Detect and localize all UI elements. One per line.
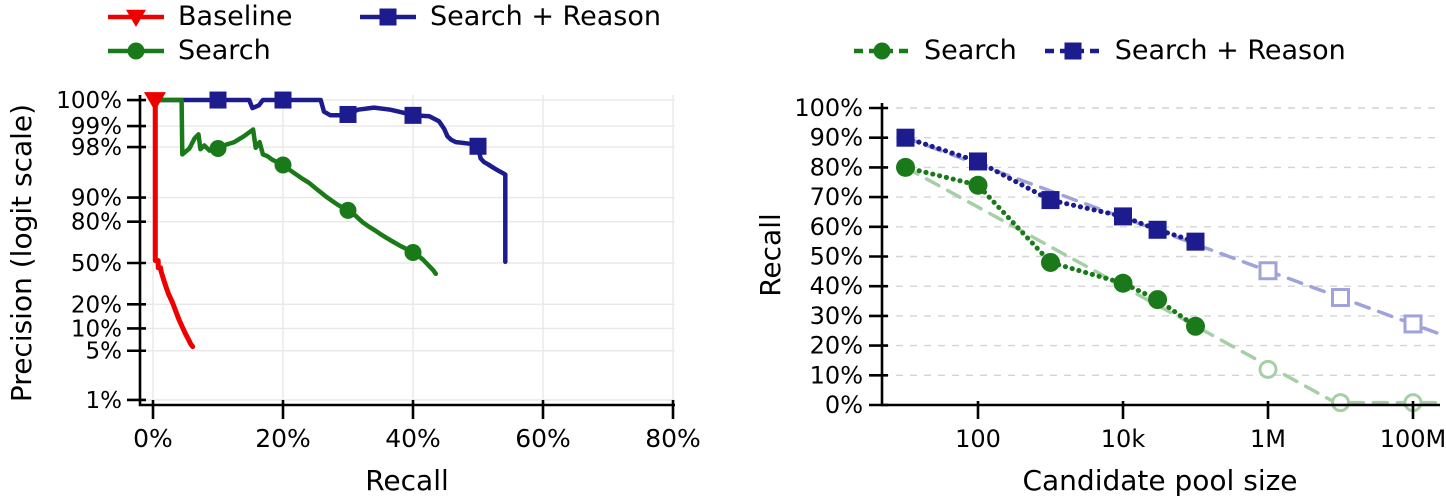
legend-item: Search + Reason (1043, 36, 1346, 66)
tick-label: 90% (71, 186, 122, 212)
tick-label: 90% (810, 124, 863, 152)
recall-ylabel: Recall (754, 213, 787, 297)
data-point-marker (896, 128, 915, 147)
data-point-marker (1148, 220, 1167, 239)
tick-label: 60% (515, 424, 571, 453)
series-line (903, 135, 1443, 337)
tick-label: 10% (71, 316, 122, 342)
data-point-marker (339, 105, 357, 123)
data-point-marker (969, 152, 987, 171)
data-point-marker (404, 244, 422, 262)
tick-label: 100 (955, 425, 1001, 453)
tick-label: 100M (1380, 425, 1446, 453)
data-point-marker (209, 140, 227, 158)
series-line (903, 135, 1198, 245)
data-point-marker (469, 137, 487, 155)
tick-label: 1M (1250, 425, 1286, 453)
data-point-marker (404, 106, 422, 124)
series-line (152, 97, 439, 277)
legend-row: Search (106, 36, 661, 66)
data-point-marker (127, 42, 145, 60)
data-point-marker (968, 175, 988, 195)
series-line (152, 97, 196, 350)
tick-label: 10% (810, 361, 863, 389)
tick-label: 40% (810, 272, 863, 300)
pr-ylabel: Precision (logit scale) (5, 103, 38, 403)
series-line (152, 97, 508, 265)
circle-legend-marker-icon (108, 42, 164, 60)
data-point-marker (209, 91, 227, 109)
data-point-marker (126, 9, 146, 28)
data-point-marker (896, 157, 915, 177)
tick-label: 1% (86, 388, 123, 414)
data-point-marker (1041, 252, 1060, 272)
tick-label: 50% (810, 243, 863, 271)
tick-label: 20% (810, 332, 863, 360)
axis-line (880, 103, 1440, 407)
pr-legend: Baseline Search + Reason Search (106, 2, 661, 66)
tick-label: 30% (810, 302, 863, 330)
circle-legend-marker-icon (854, 42, 910, 60)
data-point-marker (339, 201, 357, 219)
data-point-marker (1258, 261, 1278, 281)
triangle-down-legend-marker-icon (108, 9, 164, 28)
data-point-marker (1258, 359, 1278, 379)
legend-label: Search (178, 35, 271, 66)
data-point-marker (1064, 42, 1082, 60)
data-point-marker (1403, 314, 1423, 334)
recall-legend: Search Search + Reason (852, 36, 1346, 66)
square-legend-marker-icon (1044, 42, 1101, 60)
tick-label: 20% (71, 292, 122, 318)
tick-label: 0% (133, 424, 173, 453)
tick-label: 50% (71, 251, 122, 277)
tick-label: 100% (56, 88, 122, 114)
tick-label: 80% (645, 424, 701, 453)
legend-item: Search + Reason (358, 2, 661, 32)
data-point-marker (274, 156, 292, 174)
tick-label: 70% (810, 183, 863, 211)
legend-row: Search Search + Reason (852, 36, 1346, 66)
tick-label: 40% (385, 424, 441, 453)
legend-label: Search + Reason (1114, 35, 1346, 66)
tick-label: 5% (86, 339, 123, 365)
tick-label: 100% (794, 94, 863, 122)
tick-label: 98% (71, 135, 122, 161)
data-point-marker (1114, 207, 1132, 226)
tick-label: 80% (71, 210, 122, 236)
data-point-marker (143, 92, 166, 112)
pr-xlabel: Recall (365, 464, 449, 497)
tick-label: 99% (71, 114, 122, 140)
tick-label: 20% (255, 424, 311, 453)
data-point-marker (1148, 290, 1168, 310)
legend-item: Search (852, 36, 1017, 66)
data-point-marker (873, 42, 891, 60)
legend-label: Search + Reason (430, 1, 661, 32)
data-point-marker (1186, 316, 1205, 336)
legend-label: Baseline (178, 1, 293, 32)
data-point-marker (379, 8, 397, 26)
legend-row: Baseline Search + Reason (106, 2, 661, 32)
legend-item: Search (106, 36, 332, 66)
tick-label: 80% (810, 153, 863, 181)
tick-label: 10k (1101, 425, 1146, 453)
recall-xlabel: Candidate pool size (1022, 464, 1298, 497)
legend-label: Search (924, 35, 1017, 66)
series-line (903, 165, 1443, 405)
legend-item: Baseline (106, 2, 332, 32)
data-point-marker (1186, 232, 1205, 251)
square-legend-marker-icon (360, 8, 416, 26)
data-point-marker (1331, 393, 1350, 413)
data-point-marker (1331, 287, 1350, 307)
tick-label: 0% (825, 391, 863, 419)
data-point-marker (274, 91, 292, 109)
tick-label: 60% (810, 213, 863, 241)
data-point-marker (1113, 273, 1133, 293)
data-point-marker (1041, 191, 1060, 210)
